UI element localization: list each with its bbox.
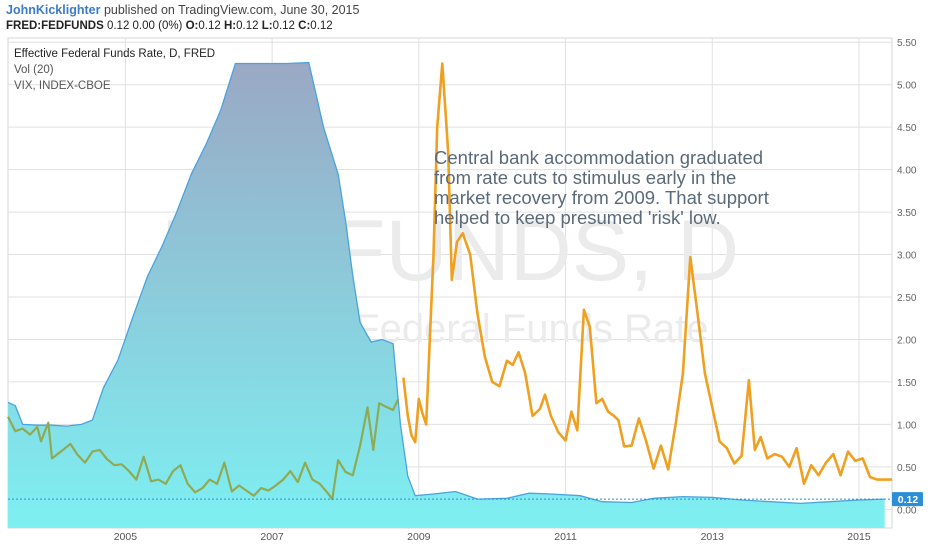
symbol-label: FRED:FEDFUNDS: [6, 20, 104, 32]
series-layer: [7, 61, 892, 528]
fedfunds-area: [8, 62, 885, 528]
open-label: O:: [185, 20, 199, 32]
vix-line-pre-2009: [7, 398, 400, 501]
low-value: 0.12: [272, 20, 295, 32]
annotation-line: from rate cuts to stimulus early in the: [434, 167, 736, 188]
annotation-line: market recovery from 2009. That support: [434, 187, 769, 208]
open-value: 0.12: [198, 20, 221, 32]
x-tick-label: 2013: [701, 531, 725, 543]
y-tick-label: 1.50: [897, 378, 917, 389]
y-axis: 5.50 5.00 4.50 4.00 3.50 3.00 2.50 2.00 1.50 1.00…: [897, 38, 917, 516]
legend-vix[interactable]: VIX, INDEX-CBOE: [14, 80, 111, 92]
annotation-line: helped to keep presumed 'risk' low.: [434, 207, 721, 228]
y-tick-label: 2.00: [897, 335, 917, 346]
publish-header: JohnKicklighter published on TradingView…: [6, 3, 359, 17]
y-tick-label: 5.00: [897, 81, 917, 92]
price-label: 0.12: [892, 492, 923, 507]
x-tick-label: 2009: [407, 531, 431, 543]
x-tick-label: 2011: [554, 531, 577, 543]
y-tick-label: 3.00: [897, 251, 917, 262]
close-value: 0.12: [310, 20, 333, 32]
high-value: 0.12: [236, 20, 259, 32]
x-tick-label: 2005: [114, 531, 138, 543]
x-tick-label: 2015: [847, 531, 871, 543]
published-text: published on TradingView.com, June 30, 2…: [103, 3, 360, 17]
fedfunds-line: [7, 61, 885, 505]
low-label: L:: [261, 20, 273, 32]
annotation-line: Central bank accommodation graduated: [434, 147, 763, 168]
x-tick-label: 2007: [260, 531, 284, 543]
y-tick-label: 0.00: [897, 505, 917, 516]
author-link[interactable]: JohnKicklighter: [6, 3, 101, 17]
quote-bar: FRED:FEDFUNDS 0.12 0.00 (0%) O:0.12 H:0.…: [6, 20, 333, 32]
quote-value: 0.12 0.00 (0%): [106, 20, 183, 32]
vix-line-post-2009: [402, 62, 892, 486]
legend-vol[interactable]: Vol (20): [14, 64, 54, 76]
annotation: Central bank accommodation graduatedfrom…: [434, 147, 769, 228]
price-label-text: 0.12: [898, 494, 919, 506]
x-axis: 2005 2007 2009 2011 2013 2015: [114, 531, 871, 543]
y-tick-label: 4.00: [897, 166, 917, 177]
close-label: C:: [298, 20, 311, 32]
legend-title[interactable]: Effective Federal Funds Rate, D, FRED: [14, 48, 216, 60]
y-tick-label: 3.50: [897, 208, 917, 219]
y-tick-label: 5.50: [897, 38, 917, 49]
high-label: H:: [223, 20, 237, 32]
y-tick-label: 1.00: [897, 420, 917, 431]
y-tick-label: 2.50: [897, 293, 917, 304]
y-tick-label: 4.50: [897, 123, 917, 134]
y-tick-label: 0.50: [897, 463, 917, 474]
